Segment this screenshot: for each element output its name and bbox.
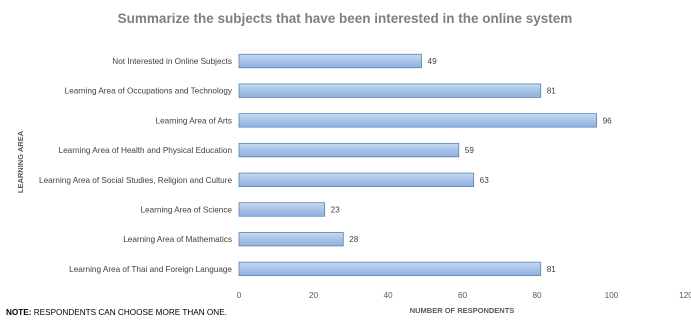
bar (238, 113, 598, 128)
bar (238, 232, 344, 247)
y-axis-title: LEARNING AREA (16, 130, 25, 193)
x-tick-label: 80 (532, 291, 542, 300)
category-label: Learning Area of Science (141, 206, 233, 215)
data-label: 23 (331, 206, 341, 215)
data-label: 63 (480, 176, 490, 185)
bar (238, 83, 542, 98)
category-label: Learning Area of Health and Physical Edu… (59, 146, 233, 155)
category-label: Learning Area of Thai and Foreign Langua… (69, 265, 232, 274)
category-label: Learning Area of Mathematics (123, 235, 232, 244)
x-tick-label: 20 (309, 291, 319, 300)
data-labels: 49 81 96 59 63 23 28 81 (331, 57, 612, 274)
note-prefix: NOTE: (6, 308, 32, 317)
x-axis-title: NUMBER OF RESPONDENTS (410, 306, 515, 315)
footnote: NOTE: RESPONDENTS CAN CHOOSE MORE THAN O… (6, 308, 227, 317)
data-label: 96 (603, 116, 613, 125)
data-label: 49 (428, 57, 438, 66)
bar (238, 202, 326, 217)
x-tick-labels: 0 20 40 60 80 100 120 (237, 291, 691, 300)
category-label: Learning Area of Social Studies, Religio… (39, 176, 232, 185)
x-tick-label: 60 (458, 291, 468, 300)
note-text: RESPONDENTS CAN CHOOSE MORE THAN ONE. (31, 308, 227, 317)
data-label: 81 (547, 87, 557, 96)
bar (238, 261, 542, 277)
category-label: Learning Area of Arts (156, 116, 232, 125)
x-tick-label: 40 (383, 291, 393, 300)
x-tick-label: 100 (605, 291, 619, 300)
category-labels: Not Interested in Online Subjects Learnin… (39, 57, 233, 274)
bar (238, 53, 422, 69)
x-tick-label: 0 (237, 291, 242, 300)
bar (238, 142, 460, 158)
data-label: 59 (465, 146, 475, 155)
chart-title: Summarize the subjects that have been in… (118, 11, 573, 26)
bar (238, 172, 475, 187)
category-label: Not Interested in Online Subjects (112, 57, 232, 66)
data-label: 28 (349, 235, 359, 244)
x-tick-label: 120 (679, 291, 691, 300)
bars (238, 53, 598, 277)
data-label: 81 (547, 265, 557, 274)
category-label: Learning Area of Occupations and Technol… (65, 87, 233, 96)
